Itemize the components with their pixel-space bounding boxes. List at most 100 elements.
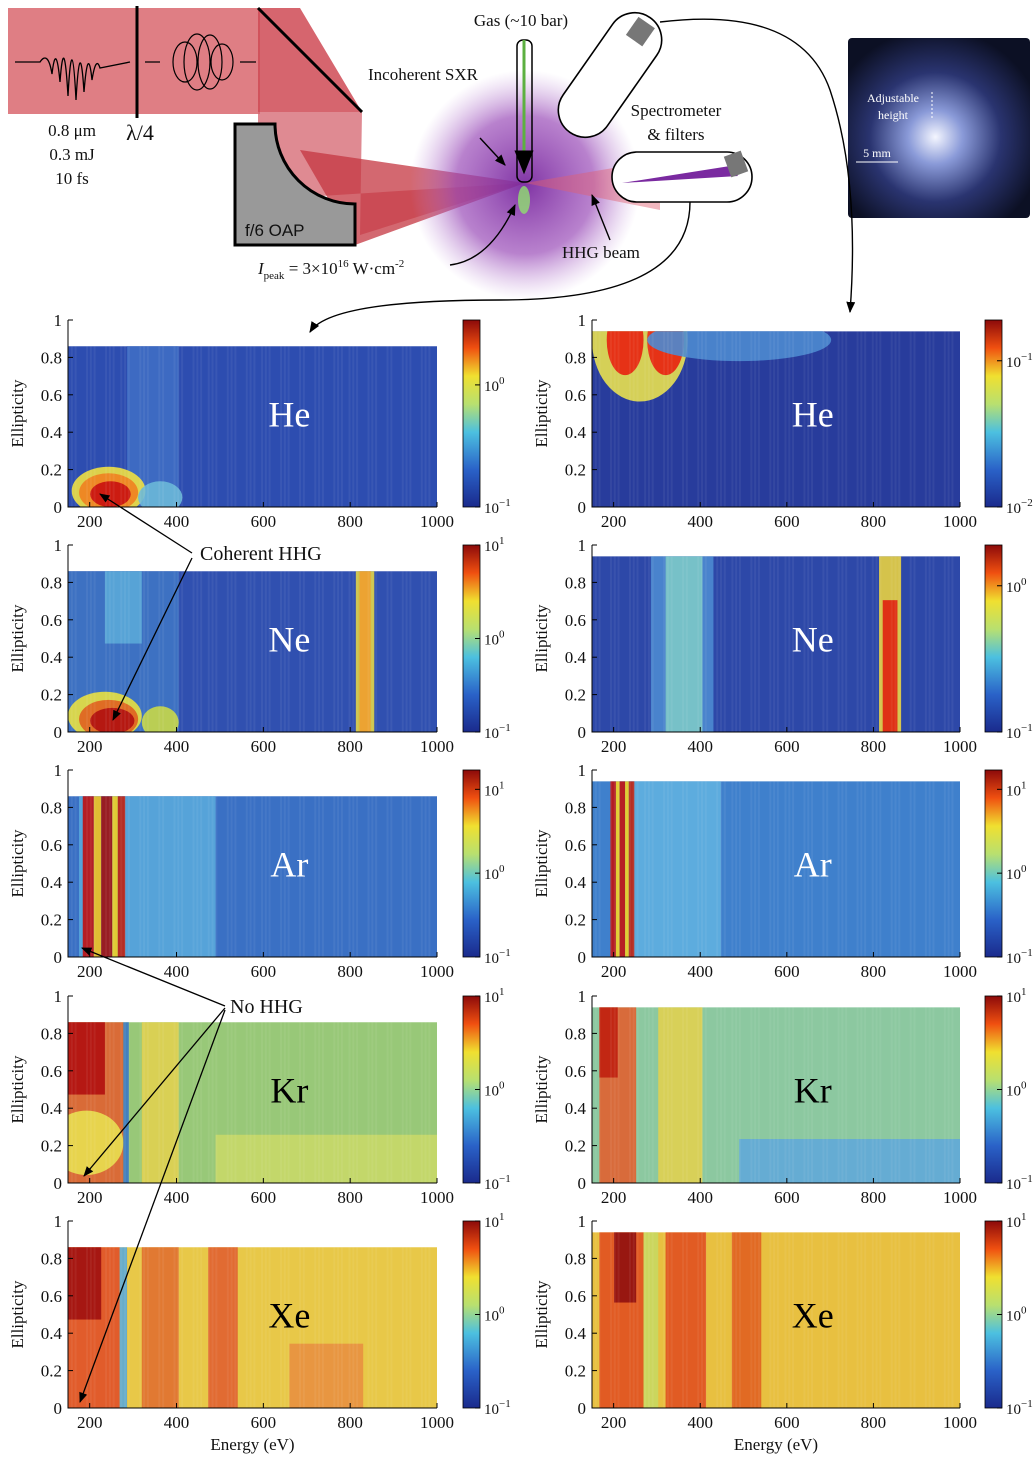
annotation-arrow	[81, 947, 226, 1007]
y-tick-label: 0.8	[565, 348, 586, 367]
y-tick-label: 0.6	[565, 1062, 586, 1081]
gas-label: He	[792, 395, 834, 435]
heatmap	[592, 1007, 960, 1183]
tick-base: 10	[1006, 1177, 1021, 1193]
x-tick-label: 600	[774, 1188, 800, 1207]
x-axis-label: Energy (eV)	[210, 1435, 294, 1454]
gas-label: Xe	[268, 1296, 310, 1336]
y-tick-label: 0.2	[41, 1362, 62, 1381]
heatmap-feature	[628, 781, 635, 957]
y-tick-label: 0.2	[565, 1362, 586, 1381]
heatmap	[592, 331, 960, 507]
intensity-unit-exp: -2	[395, 258, 404, 270]
tick-base: 10	[1006, 355, 1021, 371]
y-tick-label: 0	[578, 1174, 587, 1193]
x-tick-label: 600	[774, 962, 800, 981]
tick-base: 10	[1006, 783, 1021, 799]
mirror-label: f/6 OAP	[245, 221, 305, 240]
y-axis-label: Ellipticity	[8, 379, 27, 447]
x-tick-label: 200	[601, 737, 627, 756]
colorbar-tick-label: 100	[484, 375, 505, 395]
y-tick-label: 0	[578, 498, 587, 517]
photo-label: Adjustable	[867, 91, 919, 105]
y-tick-label: 0.8	[41, 1249, 62, 1268]
y-tick-label: 0.8	[41, 798, 62, 817]
y-axis-label: Ellipticity	[532, 829, 551, 897]
intensity-exp: 16	[338, 258, 350, 270]
heatmap-feature	[215, 1134, 437, 1183]
heatmap-feature	[619, 781, 626, 957]
heatmap-feature	[882, 600, 898, 732]
tick-base: 10	[484, 539, 499, 555]
spectrometer-label: Spectrometer	[631, 101, 722, 120]
colorbar	[984, 544, 1003, 733]
heatmap-feature	[610, 781, 616, 957]
heatmap-bg	[68, 1247, 437, 1408]
heatmap-feature	[625, 781, 629, 957]
panel: 200 400 600 800 100000.20.40.60.81Ellipticit…	[532, 761, 1033, 981]
tick-base: 10	[1006, 726, 1021, 742]
tick-base: 10	[484, 1309, 499, 1325]
y-tick-label: 0.8	[565, 798, 586, 817]
x-tick-label: 1000	[943, 512, 977, 531]
x-tick-label: 400	[687, 962, 713, 981]
y-tick-label: 1	[54, 311, 63, 330]
heatmap-feature	[614, 1232, 637, 1303]
y-tick-label: 1	[578, 987, 587, 1006]
colorbar-tick-label: 100	[484, 629, 505, 649]
x-tick-label: 1000	[420, 1188, 454, 1207]
colorbar-tick-label: 100	[484, 1080, 505, 1100]
gas-label: Kr	[270, 1071, 308, 1111]
waveplate-label: λ/4	[126, 120, 154, 145]
heatmap-feature	[104, 571, 142, 644]
x-tick-label: 200	[77, 1188, 103, 1207]
laser-label: 10 fs	[55, 169, 89, 188]
detector	[723, 150, 749, 178]
gas-label: Ar	[270, 845, 308, 885]
colorbar-tick-label: 100	[1006, 863, 1027, 883]
colorbar-tick-label: 10−2	[1006, 497, 1033, 517]
colorbar-tick-label: 101	[484, 986, 505, 1006]
laser-label: 0.3 mJ	[49, 145, 95, 164]
x-tick-label: 400	[164, 1188, 190, 1207]
x-tick-label: 1000	[943, 1413, 977, 1432]
gas-label: Ne	[268, 620, 310, 660]
panels: 200 400 600 800 100000.20.40.60.81Ellipticit…	[8, 311, 1033, 1454]
y-tick-label: 0.4	[565, 648, 587, 667]
intensity-symbol: I	[257, 259, 265, 278]
y-tick-label: 1	[578, 536, 587, 555]
x-tick-label: 200	[601, 1413, 627, 1432]
y-axis-label: Ellipticity	[532, 1280, 551, 1348]
panel: 200 400 600 800 100000.20.40.60.81Ellipticit…	[8, 535, 511, 756]
tick-base: 10	[1006, 580, 1021, 596]
tick-exp: 1	[499, 986, 505, 998]
y-tick-label: 1	[54, 987, 63, 1006]
y-tick-label: 0.8	[565, 573, 586, 592]
tick-exp: 0	[1021, 576, 1027, 588]
y-tick-label: 0.6	[41, 611, 62, 630]
gas-label: Ar	[794, 845, 832, 885]
tick-exp: 1	[1021, 779, 1027, 791]
x-tick-label: 200	[601, 512, 627, 531]
mirror	[256, 6, 364, 114]
gas-label: Ne	[792, 620, 834, 660]
tick-exp: 0	[499, 1080, 505, 1092]
y-tick-label: 0	[578, 948, 587, 967]
y-axis-label: Ellipticity	[8, 1055, 27, 1123]
y-tick-label: 0.2	[41, 461, 62, 480]
tick-exp: 0	[499, 1305, 505, 1317]
y-tick-label: 0.2	[41, 911, 62, 930]
panel: 200 400 600 800 100000.20.40.60.81Ellipticit…	[8, 311, 511, 531]
tick-base: 10	[1006, 1215, 1021, 1231]
colorbar-tick-label: 10−1	[484, 722, 511, 742]
y-axis-label: Ellipticity	[532, 379, 551, 447]
colorbar-tick-label: 10−1	[1006, 351, 1033, 371]
x-tick-label: 400	[164, 737, 190, 756]
x-tick-label: 1000	[943, 962, 977, 981]
colorbar-tick-label: 101	[484, 535, 505, 555]
y-tick-label: 0.4	[41, 423, 63, 442]
colorbar-tick-label: 100	[1006, 1080, 1027, 1100]
colorbar	[462, 319, 481, 508]
y-tick-label: 0.4	[41, 648, 63, 667]
